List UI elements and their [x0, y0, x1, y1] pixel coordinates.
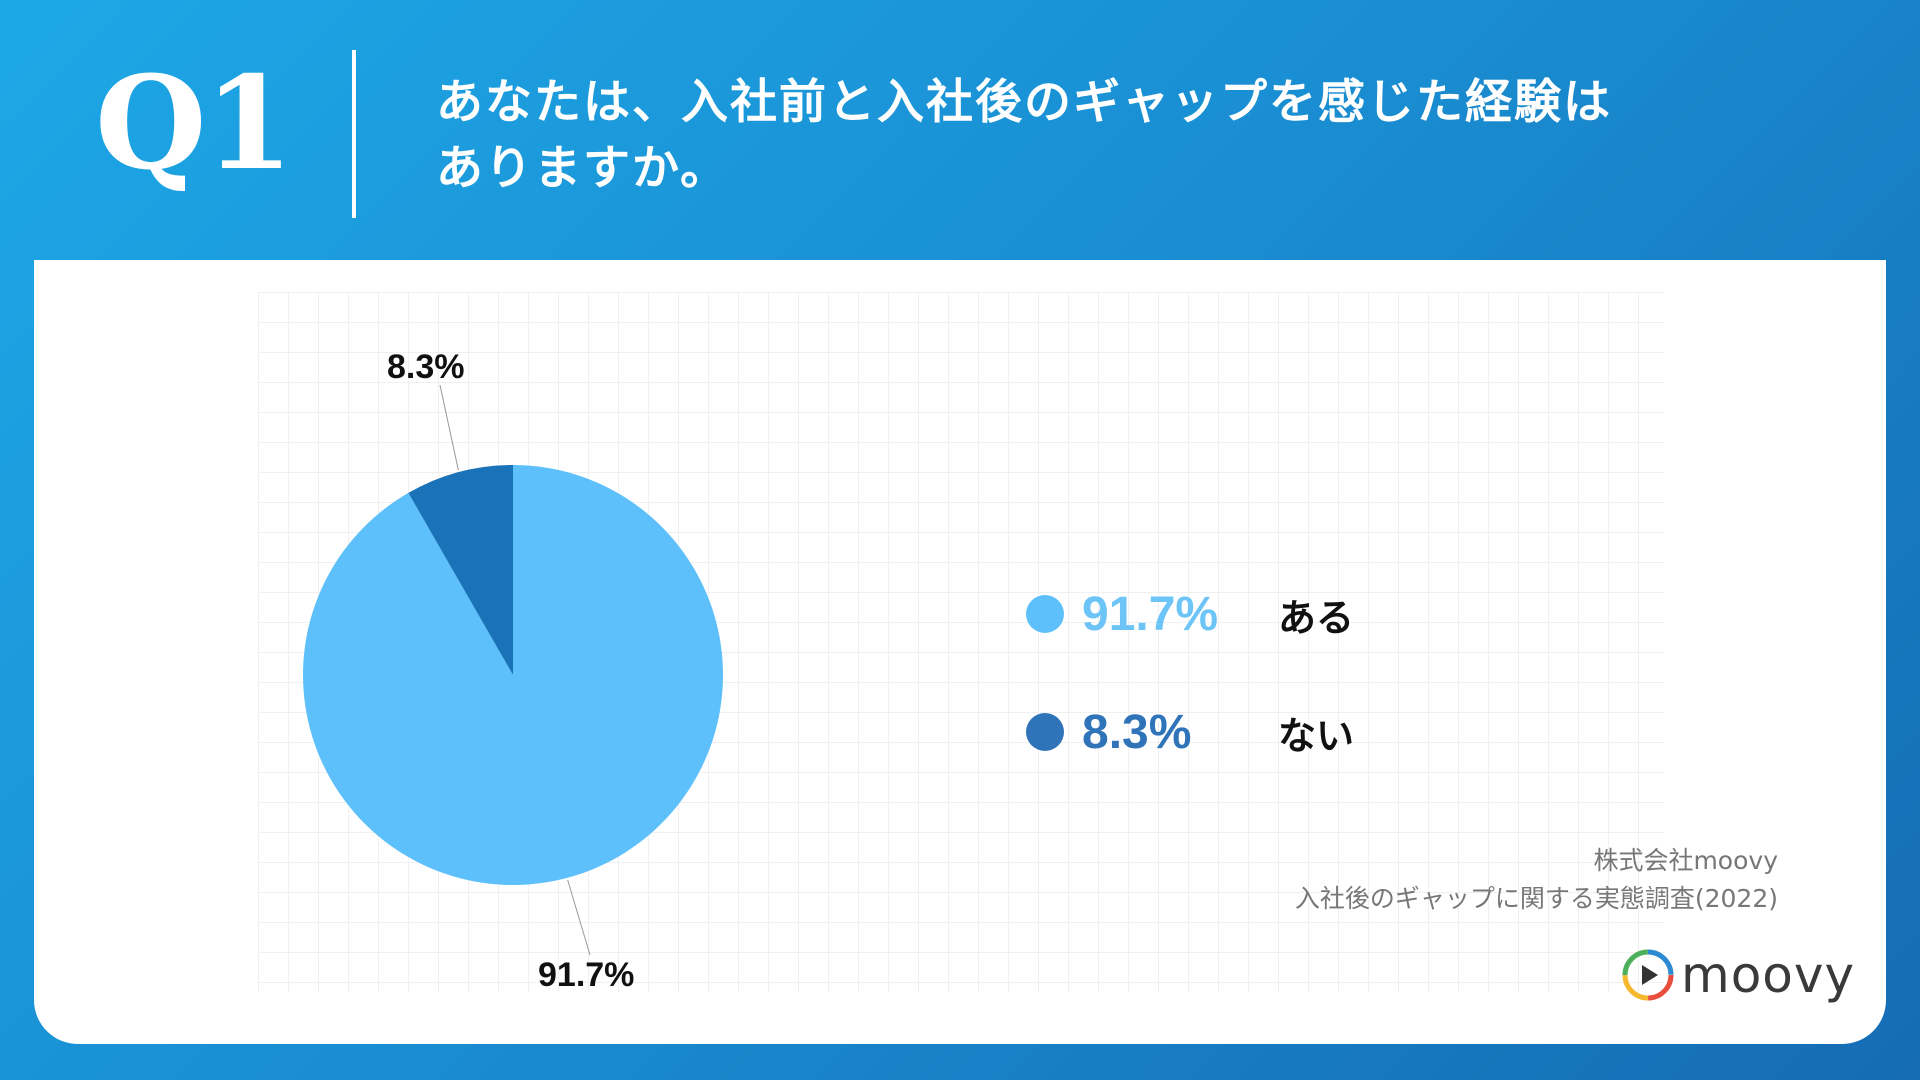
logo-text: moovy [1681, 946, 1856, 1004]
leader-line-aru [567, 879, 591, 956]
legend-item-nai: 8.3% ない [1026, 702, 1354, 762]
legend-label-nai: ない [1278, 713, 1355, 758]
source-company: 株式会社moovy [1593, 846, 1778, 875]
legend-dot-aru [1026, 595, 1064, 633]
leader-line-nai [439, 384, 459, 471]
question-line-2: ありますか。 [436, 141, 730, 196]
legend-label-aru: ある [1278, 595, 1355, 640]
legend-value-nai: 8.3% [1082, 705, 1192, 759]
play-icon [1622, 949, 1674, 1001]
pie-slice-nai [408, 465, 513, 675]
question-line-1: あなたは、入社前と入社後のギャップを感じた経験は [436, 75, 1612, 130]
slice-label-aru: 91.7% [538, 956, 635, 994]
question-title: あなたは、入社前と入社後のギャップを感じた経験は ありますか。 [436, 70, 1736, 202]
legend-value-aru: 91.7% [1082, 587, 1219, 641]
chart-card: 8.3% 91.7% 91.7% ある 8.3% ない 株式会社moovy 入社… [34, 260, 1886, 1044]
legend-item-aru: 91.7% ある [1026, 584, 1354, 644]
pie-chart [302, 384, 724, 956]
source-note: 株式会社moovy 入社後のギャップに関する実態調査(2022) [1295, 842, 1778, 918]
legend-dot-nai [1026, 713, 1064, 751]
slice-label-nai: 8.3% [387, 348, 465, 386]
header-divider [352, 50, 356, 218]
source-survey: 入社後のギャップに関する実態調査(2022) [1294, 884, 1778, 913]
question-number: Q1 [95, 49, 294, 199]
moovy-logo: moovy [1621, 946, 1855, 1004]
